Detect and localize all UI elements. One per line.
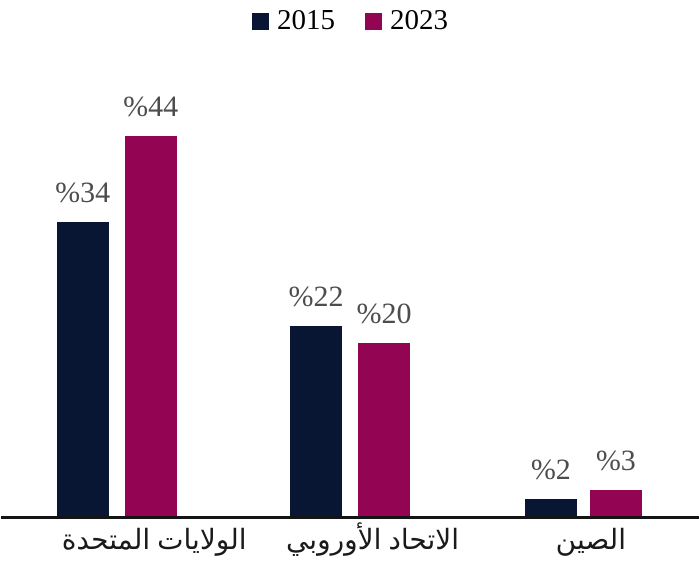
bar-wrap-2023-2: %3 xyxy=(589,443,642,516)
bar-group-1: %22 %20 xyxy=(233,279,466,516)
category-label-united-states: الولايات المتحدة xyxy=(61,525,247,556)
legend-label-2015: 2015 xyxy=(277,4,335,36)
legend-swatch-2023-icon xyxy=(365,13,382,30)
bar-wrap-2015-0: %34 xyxy=(55,175,111,516)
bar-wrap-2023-1: %20 xyxy=(356,296,412,516)
bar-2023-2 xyxy=(589,490,642,516)
value-label-2015-2: %2 xyxy=(530,452,571,486)
bar-2015-2 xyxy=(524,499,577,516)
bar-wrap-2023-0: %44 xyxy=(123,89,179,516)
value-label-2023-2: %3 xyxy=(595,443,636,477)
plot-area: %34 %44 %22 %20 %2 %3 xyxy=(0,89,700,516)
category-label-european-union: الاتحاد الأوروبي xyxy=(285,525,460,556)
legend: 2015 2023 xyxy=(0,4,700,37)
bar-2023-0 xyxy=(124,136,177,516)
bar-2015-0 xyxy=(56,222,109,516)
bar-wrap-2015-2: %2 xyxy=(524,452,577,516)
x-axis-line xyxy=(1,516,699,519)
legend-item-2015: 2015 xyxy=(252,4,335,37)
bar-wrap-2015-1: %22 xyxy=(288,279,344,516)
legend-label-2023: 2023 xyxy=(390,4,448,36)
value-label-2015-0: %34 xyxy=(55,175,111,209)
bar-group-2: %2 %3 xyxy=(467,443,700,516)
value-label-2023-1: %20 xyxy=(356,296,412,330)
value-label-2023-0: %44 xyxy=(123,89,179,123)
legend-item-2023: 2023 xyxy=(365,4,448,37)
bar-2023-1 xyxy=(357,343,410,516)
legend-swatch-2015-icon xyxy=(252,13,269,30)
bar-group-0: %34 %44 xyxy=(0,89,233,516)
value-label-2015-1: %22 xyxy=(288,279,344,313)
category-label-china: الصين xyxy=(555,525,626,556)
bar-2015-1 xyxy=(289,326,342,516)
category-axis-labels: الولايات المتحدة الاتحاد الأوروبي الصين xyxy=(45,523,700,557)
